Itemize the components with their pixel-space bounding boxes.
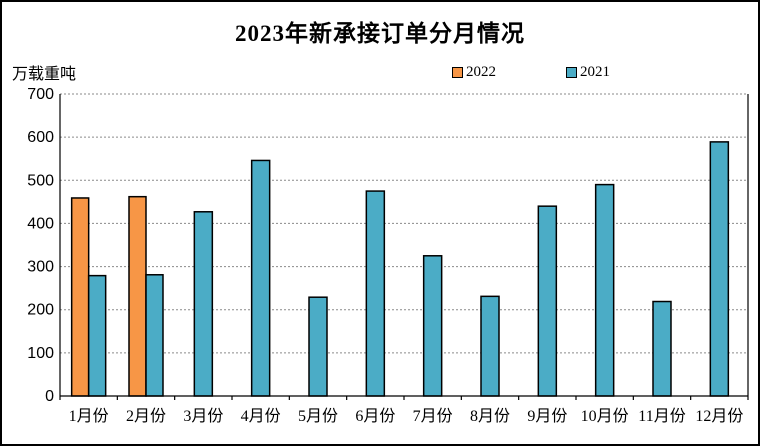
- bar-2021-5月份: [308, 296, 328, 397]
- x-axis-label: 6月份: [355, 407, 395, 425]
- legend-label-2021: 2021: [580, 64, 610, 80]
- y-axis-label: 200: [27, 302, 54, 319]
- y-axis-label: 100: [27, 345, 54, 362]
- x-axis-label: 11月份: [638, 407, 685, 425]
- bar-2021-3月份: [193, 211, 214, 397]
- y-axis-label: 600: [27, 129, 54, 146]
- x-axis-label: 9月份: [527, 407, 567, 425]
- legend-marker-2022-icon: [452, 67, 463, 78]
- bar-2021-12月份: [709, 141, 730, 397]
- x-axis-label: 8月份: [470, 407, 510, 425]
- legend: 2022 2021: [452, 64, 610, 81]
- bar-2021-7月份: [422, 255, 443, 397]
- bar-2021-1月份: [87, 274, 107, 397]
- x-axis-label: 1月份: [69, 407, 109, 425]
- bar-2021-9月份: [537, 205, 558, 397]
- legend-label-2022: 2022: [466, 64, 496, 80]
- bar-2021-10月份: [594, 183, 615, 397]
- bar-2022-1月份: [70, 197, 90, 397]
- bar-2021-4月份: [250, 159, 271, 397]
- chart-title: 2023年新承接订单分月情况: [235, 21, 525, 46]
- y-axis-label: 0: [45, 388, 54, 405]
- x-axis-label: 2月份: [126, 407, 166, 425]
- x-axis-label: 4月份: [241, 407, 281, 425]
- x-axis-label: 12月份: [695, 407, 743, 425]
- bar-2021-6月份: [365, 190, 386, 397]
- x-axis-label: 5月份: [298, 407, 338, 425]
- y-axis-label: 400: [27, 215, 54, 232]
- y-axis-label: 300: [27, 259, 54, 276]
- legend-item-2022: 2022: [452, 64, 496, 81]
- legend-marker-2021-icon: [566, 67, 577, 78]
- x-axis-label: 7月份: [413, 407, 453, 425]
- x-axis-label: 10月份: [581, 407, 629, 425]
- bar-2022-2月份: [128, 195, 147, 397]
- bar-2021-11月份: [652, 300, 672, 397]
- y-axis-label: 500: [27, 172, 54, 189]
- y-axis-unit-label: 万载重吨: [12, 66, 77, 83]
- x-axis-label: 3月份: [183, 407, 223, 425]
- bar-2021-2月份: [145, 274, 164, 397]
- y-axis-label: 700: [27, 86, 54, 103]
- bar-2021-8月份: [480, 295, 500, 397]
- legend-item-2021: 2021: [566, 64, 610, 81]
